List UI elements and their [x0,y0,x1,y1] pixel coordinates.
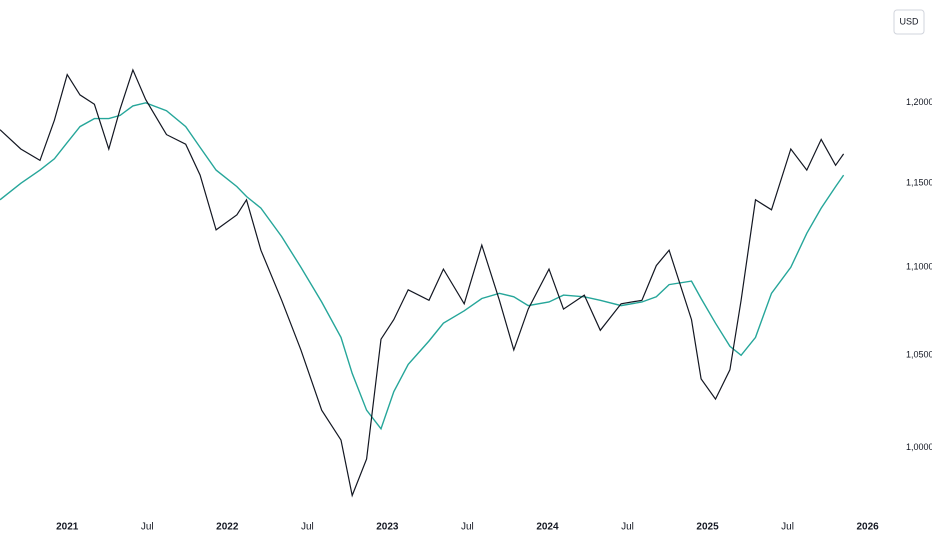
y-tick-label: 1,20000 [906,97,932,107]
x-tick-label: 2023 [376,522,399,533]
x-tick-label: 2021 [56,522,79,533]
x-tick-label: Jul [301,522,314,533]
currency-box[interactable] [893,9,925,35]
y-tick-label: 1,05000 [906,350,932,360]
x-tick-label: 2025 [696,522,719,533]
series-line [0,68,845,498]
y-tick-label: 1,15000 [906,178,932,188]
x-tick-label: Jul [781,522,794,533]
x-tick-label: 2022 [216,522,239,533]
currency-label: USD [899,16,919,26]
y-tick-label: 1,00000 [906,442,932,452]
series-line [0,102,845,431]
x-tick-label: Jul [621,522,634,533]
x-tick-label: 2024 [536,522,559,533]
y-tick-label: 1,10000 [906,262,932,272]
x-tick-label: Jul [141,522,154,533]
x-tick-label: 2026 [856,522,879,533]
x-tick-label: Jul [461,522,474,533]
